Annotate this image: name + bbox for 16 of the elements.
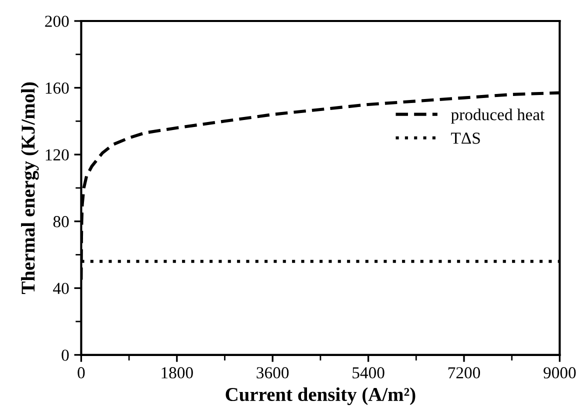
x-tick-label: 1800 xyxy=(162,367,193,378)
y-tick-label: 200 xyxy=(45,16,69,27)
legend-label: produced heat xyxy=(451,108,545,124)
y-tick-label: 80 xyxy=(53,216,69,228)
y-tick-label: 120 xyxy=(46,149,69,161)
y-tick-label: 0 xyxy=(62,350,69,361)
legend-label: TΔS xyxy=(451,132,480,144)
x-tick-label: 9000 xyxy=(544,367,576,378)
x-axis-title: Current density (A/m²) xyxy=(226,387,416,406)
x-tick-label: 7200 xyxy=(448,367,480,378)
x-tick-label: 0 xyxy=(78,367,85,378)
y-tick-label: 160 xyxy=(46,82,69,94)
y-axis-title: Thermal energy (KJ/mol) xyxy=(21,82,39,294)
y-tick-label: 40 xyxy=(53,282,69,294)
x-tick-label: 3600 xyxy=(256,367,289,378)
x-tick-label: 5400 xyxy=(352,367,384,378)
